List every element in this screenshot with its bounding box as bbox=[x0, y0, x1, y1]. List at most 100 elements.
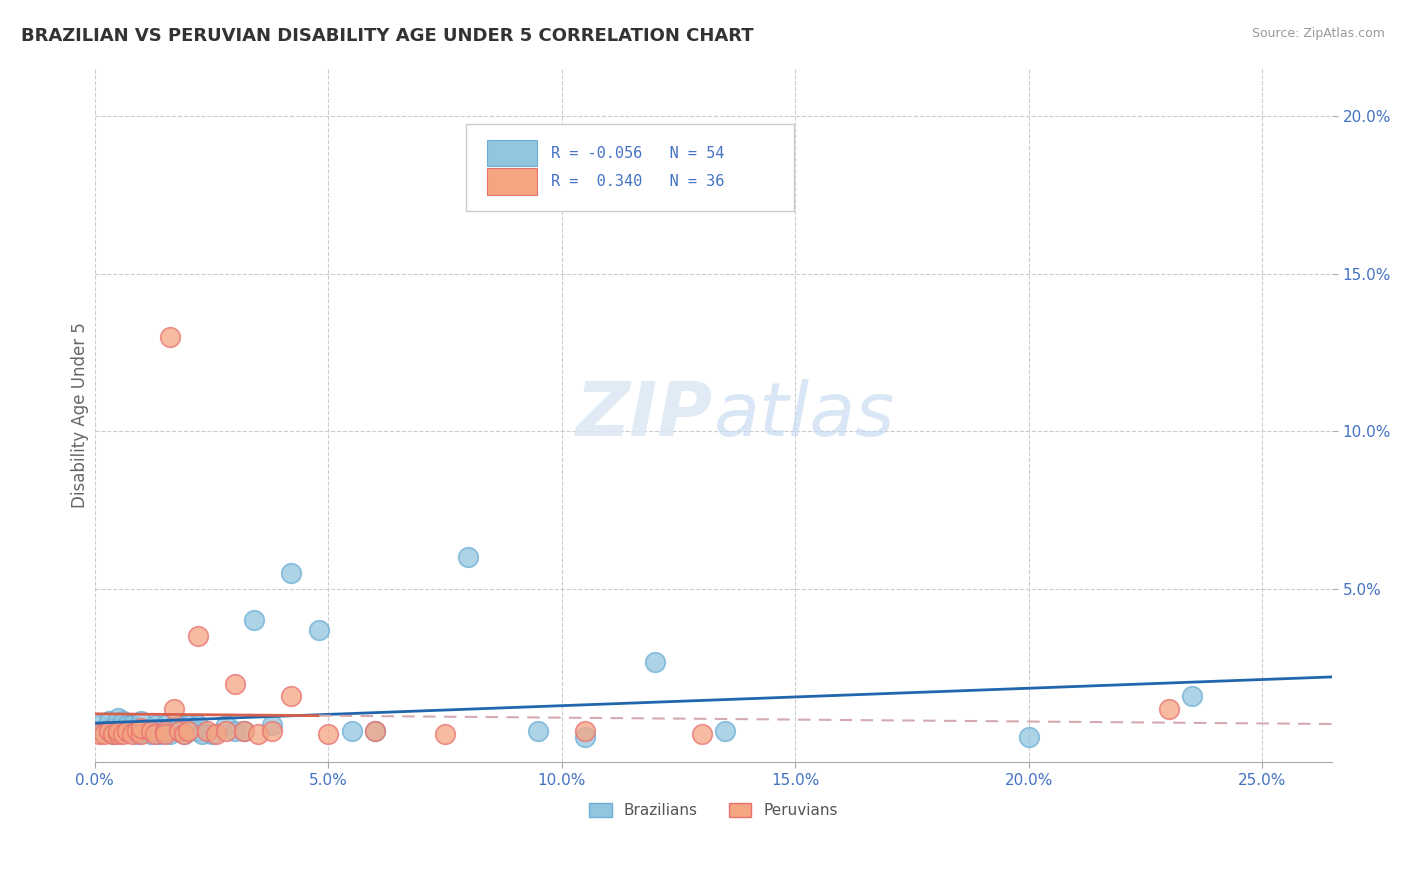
Point bbox=[131, 721, 153, 735]
Point bbox=[364, 723, 387, 738]
Point bbox=[89, 727, 111, 741]
Point bbox=[434, 727, 457, 741]
Point bbox=[107, 723, 129, 738]
Text: ZIP: ZIP bbox=[576, 379, 713, 452]
Point bbox=[139, 727, 162, 741]
Point bbox=[191, 727, 214, 741]
Point bbox=[159, 727, 181, 741]
Point bbox=[145, 717, 167, 731]
Point bbox=[247, 727, 270, 741]
Point bbox=[205, 727, 228, 741]
Point bbox=[186, 717, 208, 731]
Point bbox=[145, 723, 167, 738]
Point bbox=[117, 723, 139, 738]
Point bbox=[153, 717, 176, 731]
Point bbox=[1181, 689, 1204, 703]
Point bbox=[280, 566, 302, 581]
Point bbox=[93, 723, 115, 738]
Point bbox=[262, 723, 284, 738]
Point bbox=[153, 723, 176, 738]
Bar bbox=[486, 169, 537, 194]
Point bbox=[159, 721, 181, 735]
Point bbox=[121, 723, 143, 738]
Point bbox=[242, 614, 264, 628]
Point bbox=[177, 717, 200, 731]
Point bbox=[316, 727, 339, 741]
Point bbox=[153, 727, 176, 741]
Point bbox=[111, 727, 134, 741]
Y-axis label: Disability Age Under 5: Disability Age Under 5 bbox=[72, 323, 89, 508]
Point bbox=[131, 727, 153, 741]
Text: R = -0.056   N = 54: R = -0.056 N = 54 bbox=[551, 145, 724, 161]
Point bbox=[135, 723, 157, 738]
Point bbox=[262, 717, 284, 731]
Point bbox=[145, 727, 167, 741]
Point bbox=[214, 717, 236, 731]
Point bbox=[280, 689, 302, 703]
Point bbox=[167, 717, 190, 731]
Point bbox=[167, 723, 190, 738]
Point bbox=[308, 623, 330, 637]
Point bbox=[167, 723, 190, 738]
Point bbox=[1157, 702, 1180, 716]
Point bbox=[163, 702, 186, 716]
Point bbox=[111, 721, 134, 735]
Point bbox=[97, 714, 120, 729]
Point bbox=[644, 655, 666, 669]
Point bbox=[125, 721, 148, 735]
Legend: Brazilians, Peruvians: Brazilians, Peruvians bbox=[582, 797, 844, 824]
Point bbox=[89, 717, 111, 731]
Point bbox=[714, 723, 737, 738]
Point bbox=[117, 717, 139, 731]
Point bbox=[233, 723, 256, 738]
Point bbox=[574, 723, 596, 738]
Point bbox=[224, 723, 246, 738]
Point bbox=[107, 727, 129, 741]
Point bbox=[177, 723, 200, 738]
Point bbox=[125, 727, 148, 741]
Point bbox=[173, 727, 195, 741]
Point bbox=[214, 723, 236, 738]
Point bbox=[186, 723, 208, 738]
Point bbox=[200, 727, 222, 741]
Point bbox=[107, 711, 129, 725]
Bar bbox=[486, 140, 537, 167]
Point bbox=[131, 714, 153, 729]
Point bbox=[93, 727, 115, 741]
Point bbox=[103, 721, 125, 735]
Point bbox=[97, 723, 120, 738]
Point bbox=[527, 723, 550, 738]
Point bbox=[159, 329, 181, 343]
Point bbox=[163, 721, 186, 735]
Point bbox=[131, 723, 153, 738]
Point bbox=[340, 723, 363, 738]
Text: BRAZILIAN VS PERUVIAN DISABILITY AGE UNDER 5 CORRELATION CHART: BRAZILIAN VS PERUVIAN DISABILITY AGE UND… bbox=[21, 27, 754, 45]
Point bbox=[177, 723, 200, 738]
Text: R =  0.340   N = 36: R = 0.340 N = 36 bbox=[551, 174, 724, 189]
Point bbox=[103, 727, 125, 741]
Point bbox=[149, 727, 172, 741]
Point bbox=[97, 723, 120, 738]
Point bbox=[139, 723, 162, 738]
Point bbox=[574, 730, 596, 744]
Point bbox=[103, 727, 125, 741]
Point bbox=[121, 717, 143, 731]
Point bbox=[153, 723, 176, 738]
FancyBboxPatch shape bbox=[465, 124, 794, 211]
Point bbox=[173, 727, 195, 741]
Point bbox=[117, 723, 139, 738]
Text: atlas: atlas bbox=[713, 379, 894, 451]
Point bbox=[690, 727, 713, 741]
Point bbox=[195, 723, 218, 738]
Text: Source: ZipAtlas.com: Source: ZipAtlas.com bbox=[1251, 27, 1385, 40]
Point bbox=[224, 676, 246, 690]
Point bbox=[125, 723, 148, 738]
Point bbox=[457, 550, 479, 565]
Point bbox=[139, 721, 162, 735]
Point bbox=[233, 723, 256, 738]
Point bbox=[121, 727, 143, 741]
Point bbox=[107, 723, 129, 738]
Point bbox=[1018, 730, 1040, 744]
Point bbox=[111, 714, 134, 729]
Point bbox=[364, 723, 387, 738]
